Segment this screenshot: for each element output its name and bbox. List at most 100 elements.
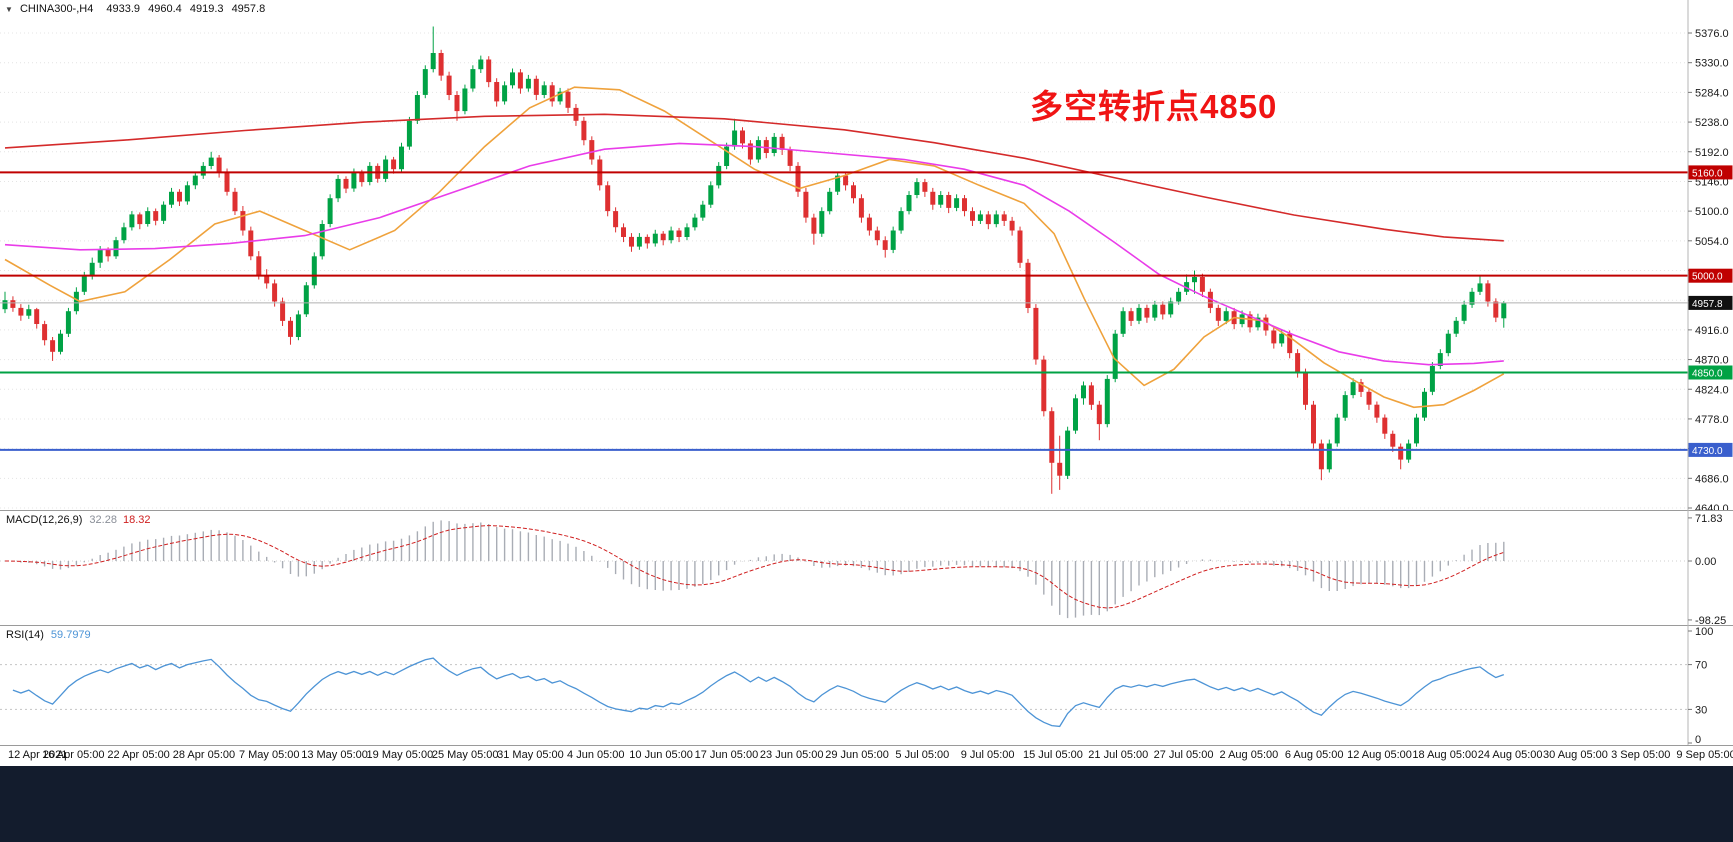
candle-body bbox=[906, 195, 912, 212]
candle-body bbox=[145, 211, 151, 224]
candle-body bbox=[1152, 304, 1158, 318]
time-axis-label: 9 Sep 05:00 bbox=[1676, 749, 1733, 761]
price-tag-5160.0 bbox=[1688, 165, 1733, 180]
candle-body bbox=[811, 217, 817, 234]
price-chart-canvas[interactable]: 5376.0 5330.0 5284.0 5238.0 5192.0 5146.0 5100… bbox=[0, 0, 1733, 510]
price-axis-label: 5146.0 bbox=[1695, 176, 1729, 188]
price-tag-text: 4730.0 bbox=[1692, 446, 1723, 457]
macd-main-value: 32.28 bbox=[89, 514, 117, 526]
candle-body bbox=[50, 340, 56, 352]
price-axis-label: 5192.0 bbox=[1695, 147, 1729, 159]
candle-body bbox=[73, 291, 79, 312]
candle-body bbox=[399, 146, 404, 170]
low-value: 4919.3 bbox=[189, 3, 224, 15]
candle-body bbox=[716, 165, 722, 186]
candle-body bbox=[232, 191, 238, 212]
candle-body bbox=[938, 195, 944, 205]
candle-body bbox=[462, 88, 468, 112]
price-tag-4850.0 bbox=[1688, 365, 1733, 380]
price-grid bbox=[0, 32, 1688, 509]
macd-axis-label: -98.25 bbox=[1695, 615, 1726, 625]
candle-body bbox=[510, 72, 515, 86]
time-axis[interactable]: 12 Apr 2021 16 Apr 05:00 22 Apr 05:00 28 Ap… bbox=[0, 745, 1733, 766]
price-axis[interactable]: 5376.0 5330.0 5284.0 5238.0 5192.0 5146.0 5100… bbox=[1688, 28, 1733, 510]
candle-body bbox=[652, 233, 658, 244]
candle-body bbox=[303, 285, 309, 315]
price-axis-label: 4778.0 bbox=[1695, 414, 1729, 426]
macd-histogram bbox=[12, 520, 1505, 619]
ma-medium-line bbox=[4, 142, 1504, 366]
candle-body bbox=[962, 198, 967, 212]
time-axis-label: 10 Jun 05:00 bbox=[629, 749, 693, 761]
candle-body bbox=[644, 236, 650, 244]
candlesticks bbox=[2, 26, 1507, 494]
candle-body bbox=[613, 211, 619, 228]
macd-axis-label: 0.00 bbox=[1695, 556, 1716, 568]
candle-body bbox=[406, 120, 412, 147]
candle-body bbox=[1215, 307, 1221, 321]
candle-body bbox=[1469, 291, 1475, 305]
candle-body bbox=[660, 233, 666, 241]
candle-body bbox=[367, 165, 373, 182]
candle-body bbox=[224, 172, 230, 192]
candle-body bbox=[26, 309, 32, 316]
price-axis-label: 5238.0 bbox=[1695, 117, 1729, 129]
candle-body bbox=[1287, 333, 1293, 354]
candle-body bbox=[272, 283, 278, 302]
candle-body bbox=[946, 195, 952, 208]
candle-body bbox=[1120, 311, 1126, 334]
candle-body bbox=[1263, 317, 1269, 331]
candle-body bbox=[65, 311, 71, 334]
candle-body bbox=[97, 249, 103, 263]
candle-body bbox=[1017, 230, 1023, 263]
candle-body bbox=[668, 230, 674, 241]
candle-body bbox=[1128, 311, 1134, 321]
time-axis-label: 22 Apr 05:00 bbox=[107, 749, 170, 761]
candle-body bbox=[684, 227, 690, 237]
candle-body bbox=[1160, 304, 1166, 315]
candle-body bbox=[216, 157, 222, 173]
macd-name: MACD(12,26,9) bbox=[6, 514, 83, 526]
price-axis-label: 4870.0 bbox=[1695, 355, 1729, 367]
rsi-panel-canvas[interactable]: 100 70 30 0 bbox=[0, 625, 1733, 745]
price-axis-label: 5330.0 bbox=[1695, 58, 1729, 70]
candle-body bbox=[740, 130, 745, 144]
time-axis-label: 17 Jun 05:00 bbox=[694, 749, 759, 761]
candle-body bbox=[732, 130, 738, 147]
price-axis-label: 4916.0 bbox=[1695, 325, 1729, 337]
candle-body bbox=[264, 275, 270, 284]
candle-body bbox=[525, 78, 531, 89]
time-axis-label: 21 Jul 05:00 bbox=[1088, 749, 1149, 761]
candle-body bbox=[517, 72, 523, 89]
open-value: 4933.9 bbox=[106, 3, 141, 15]
candle-body bbox=[636, 236, 642, 247]
candle-body bbox=[692, 217, 698, 228]
candle-body bbox=[280, 301, 286, 321]
candle-body bbox=[993, 214, 999, 225]
candle-body bbox=[1057, 462, 1063, 476]
price-tag-text: 4850.0 bbox=[1692, 368, 1723, 379]
candle-body bbox=[827, 191, 833, 212]
rsi-axis-label: 100 bbox=[1695, 626, 1713, 638]
time-axis-label: 4 Jun 05:00 bbox=[567, 749, 625, 761]
time-axis-label: 5 Jul 05:00 bbox=[895, 749, 950, 761]
candle-body bbox=[541, 85, 547, 95]
macd-signal-value: 18.32 bbox=[122, 514, 151, 526]
candle-body bbox=[621, 227, 626, 237]
candle-body bbox=[383, 159, 389, 179]
candle-body bbox=[343, 178, 349, 189]
close-value: 4957.8 bbox=[231, 3, 266, 15]
candle-body bbox=[42, 324, 48, 341]
chart-menu-arrow-icon[interactable]: ▼ bbox=[5, 5, 13, 14]
candle-body bbox=[882, 240, 888, 250]
candle-body bbox=[454, 95, 460, 112]
candle-body bbox=[256, 256, 262, 276]
candle-body bbox=[1271, 330, 1277, 344]
candle-body bbox=[1477, 283, 1483, 292]
price-tag-4730.0 bbox=[1688, 442, 1733, 457]
candle-body bbox=[755, 140, 761, 160]
rsi-indicator-label: RSI(14) 59.7979 bbox=[6, 629, 91, 641]
candle-body bbox=[1311, 404, 1316, 444]
macd-panel-canvas[interactable]: 71.83 0.00 -98.25 bbox=[0, 510, 1733, 625]
candle-body bbox=[589, 140, 595, 160]
